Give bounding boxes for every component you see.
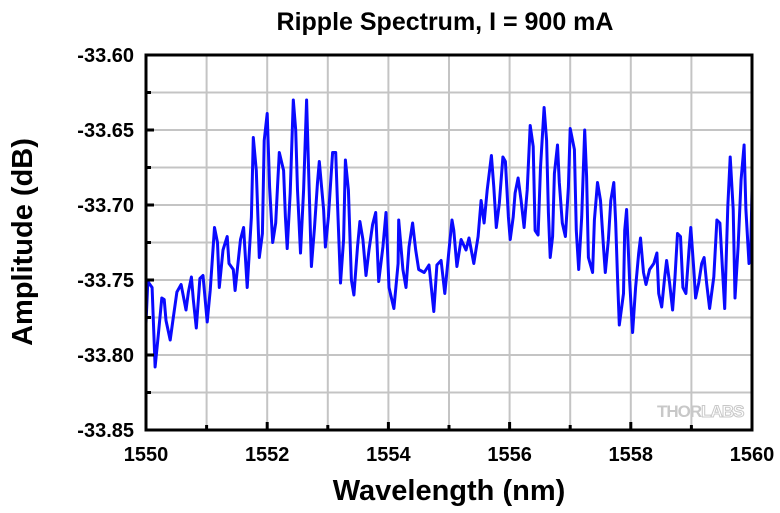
y-tick-labels: -33.60 -33.65 -33.70 -33.75 -33.80 -33.85 (77, 45, 134, 442)
chart-title: Ripple Spectrum, I = 900 mA (277, 8, 614, 36)
x-tick-labels: 1550 1552 1554 1556 1558 1560 (124, 444, 775, 466)
x-tick-label: 1550 (124, 444, 169, 466)
x-tick-label: 1558 (609, 444, 654, 466)
y-tick-label: -33.75 (77, 270, 134, 292)
x-tick-label: 1556 (487, 444, 532, 466)
y-tick-label: -33.65 (77, 120, 134, 142)
x-tick-label: 1560 (730, 444, 775, 466)
ticks (144, 53, 754, 432)
y-tick-label: -33.60 (77, 45, 134, 67)
watermark: THORLABS (657, 402, 744, 421)
x-axis-title: Wavelength (nm) (333, 475, 566, 507)
y-tick-label: -33.85 (77, 420, 134, 442)
x-tick-label: 1554 (366, 444, 411, 466)
y-tick-label: -33.80 (77, 345, 134, 367)
series-line-ripple (144, 98, 754, 369)
x-tick-label: 1552 (245, 444, 290, 466)
y-tick-label: -33.70 (77, 195, 134, 217)
y-axis-title: Amplitude (dB) (7, 138, 39, 346)
